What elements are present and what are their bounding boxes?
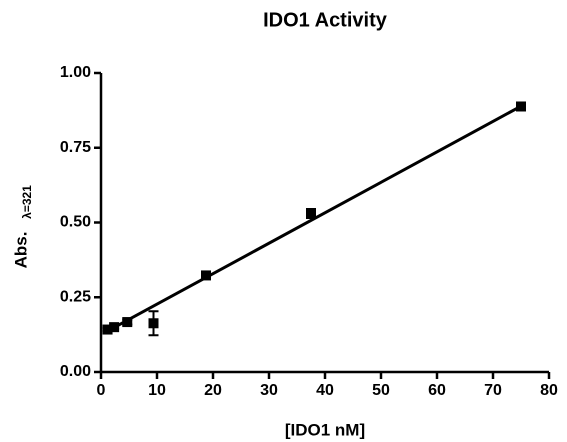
x-tick-label: 20 [204, 382, 222, 399]
x-tick-label: 60 [428, 382, 446, 399]
chart-title: IDO1 Activity [263, 9, 388, 31]
data-point [122, 317, 133, 328]
fit-line [106, 104, 522, 333]
data-point [306, 208, 316, 219]
y-tick-label: 0.75 [60, 139, 91, 156]
y-axis-label-group: Abs. λ=321 [11, 185, 34, 269]
y-tick-label: 1.00 [60, 64, 91, 81]
x-axis-label: [IDO1 nM] [285, 420, 365, 439]
y-tick-label: 0.25 [60, 288, 91, 305]
y-tick-label: 0.00 [60, 363, 91, 380]
y-axis-label: Abs. [11, 232, 30, 269]
x-tick-label: 30 [260, 382, 278, 399]
x-tick-label: 70 [484, 382, 502, 399]
data-point [148, 318, 159, 329]
x-tick-label: 50 [372, 382, 390, 399]
x-tick-label: 80 [540, 382, 558, 399]
x-tick-label: 10 [148, 382, 166, 399]
data-point [201, 270, 211, 281]
x-tick-label: 0 [97, 382, 106, 399]
x-tick-label: 40 [316, 382, 334, 399]
y-axis-label-subscript: λ=321 [20, 185, 34, 219]
y-tick-label: 0.50 [60, 214, 91, 231]
